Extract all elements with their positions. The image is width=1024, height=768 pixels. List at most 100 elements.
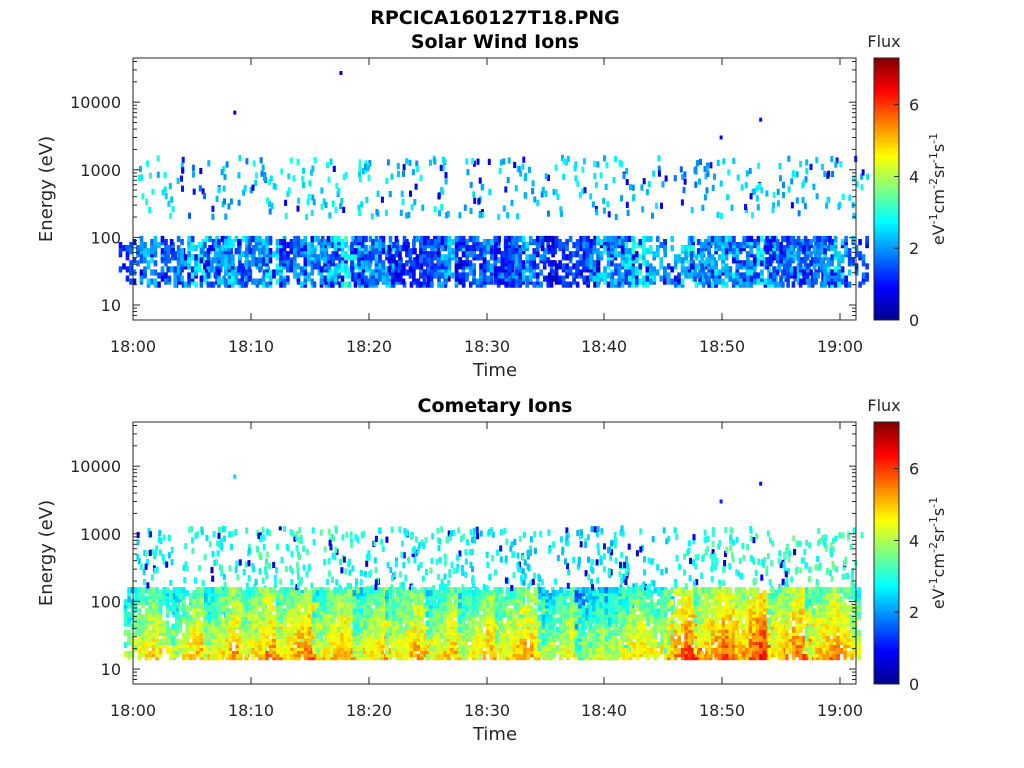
flux-cell (461, 272, 466, 279)
flux-cell (258, 239, 262, 246)
flux-cell (144, 563, 148, 570)
flux-cell (290, 596, 294, 603)
flux-cell (307, 644, 312, 652)
flux-cell (206, 248, 211, 255)
flux-cell (866, 173, 870, 180)
flux-cell (841, 193, 845, 200)
flux-cell (684, 254, 688, 261)
flux-cell (363, 654, 367, 661)
flux-cell (244, 626, 248, 633)
flux-cell (589, 263, 593, 270)
flux-cell (139, 269, 144, 276)
flux-cell (844, 248, 848, 255)
flux-cell (137, 614, 142, 621)
flux-cell (478, 212, 482, 219)
flux-cell (507, 235, 511, 243)
flux-cell (531, 188, 535, 195)
flux-cell (329, 644, 334, 652)
flux-cell (409, 281, 414, 288)
flux-cell (223, 581, 227, 588)
flux-cell (805, 239, 810, 246)
flux-cell (268, 647, 273, 655)
flux-cell (169, 647, 173, 655)
flux-cell (305, 571, 309, 578)
flux-cell (433, 254, 438, 261)
flux-cell (518, 272, 522, 279)
flux-cell (614, 213, 618, 221)
flux-cell (553, 248, 557, 255)
flux-cell (628, 260, 632, 267)
flux-cell (373, 540, 377, 547)
flux-cell (340, 641, 344, 648)
flux-cell (517, 165, 521, 173)
flux-cell (652, 251, 657, 258)
flux-cell (802, 257, 806, 264)
flux-cell (444, 239, 448, 246)
flux-cell (347, 245, 352, 252)
flux-cell (188, 526, 192, 533)
flux-cell (137, 647, 142, 655)
flux-cell (287, 173, 291, 180)
flux-cell (268, 257, 273, 264)
flux-cell (402, 164, 406, 171)
flux-cell (614, 156, 617, 163)
flux-cell (700, 242, 704, 249)
flux-cell (579, 239, 583, 246)
flux-cell (640, 184, 644, 191)
flux-cell (153, 245, 158, 252)
flux-cell (765, 190, 769, 197)
flux-cell (296, 235, 301, 243)
flux-cell (136, 531, 140, 539)
flux-cell (214, 587, 219, 594)
flux-cell (771, 207, 775, 214)
flux-cell (178, 587, 183, 594)
flux-cell (255, 245, 260, 252)
flux-cell (790, 178, 794, 185)
flux-cell (245, 158, 249, 165)
flux-cell (506, 212, 510, 219)
flux-cell (192, 188, 196, 195)
flux-cell (326, 587, 330, 594)
flux-cell (224, 278, 228, 285)
flux-cell (782, 263, 787, 270)
flux-cell (812, 183, 816, 190)
flux-cell (256, 546, 260, 553)
flux-cell (220, 278, 225, 285)
flux-cell (298, 553, 301, 560)
flux-cell (690, 207, 694, 214)
flux-cell (360, 201, 364, 208)
flux-cell (374, 567, 378, 574)
flux-cell (330, 281, 334, 288)
flux-cell (286, 629, 291, 636)
flux-cell (289, 266, 294, 273)
flux-cell (858, 239, 862, 246)
flux-cell (791, 170, 795, 177)
flux-cell (337, 235, 341, 243)
flux-cell (489, 239, 494, 246)
flux-cell (262, 534, 266, 541)
flux-cell (275, 278, 280, 285)
flux-cell (201, 188, 205, 195)
flux-cell (265, 528, 269, 535)
flux-cell (310, 242, 315, 249)
flux-cell (235, 587, 240, 594)
flux-cell (211, 611, 215, 618)
flux-cell (293, 242, 297, 249)
flux-cell (603, 272, 607, 279)
flux-cell (140, 174, 144, 181)
flux-cell (290, 590, 294, 597)
flux-cell (164, 260, 168, 267)
flux-cell (472, 160, 476, 167)
flux-cell (344, 251, 348, 258)
flux-cell (489, 254, 494, 261)
flux-cell (251, 590, 255, 597)
flux-cell (461, 251, 466, 258)
flux-cell (385, 248, 389, 255)
flux-cell (551, 235, 555, 243)
flux-cell (258, 278, 262, 285)
flux-cell (254, 257, 259, 264)
flux-cell (247, 275, 252, 282)
flux-cell (408, 266, 413, 273)
flux-cell (802, 248, 806, 255)
